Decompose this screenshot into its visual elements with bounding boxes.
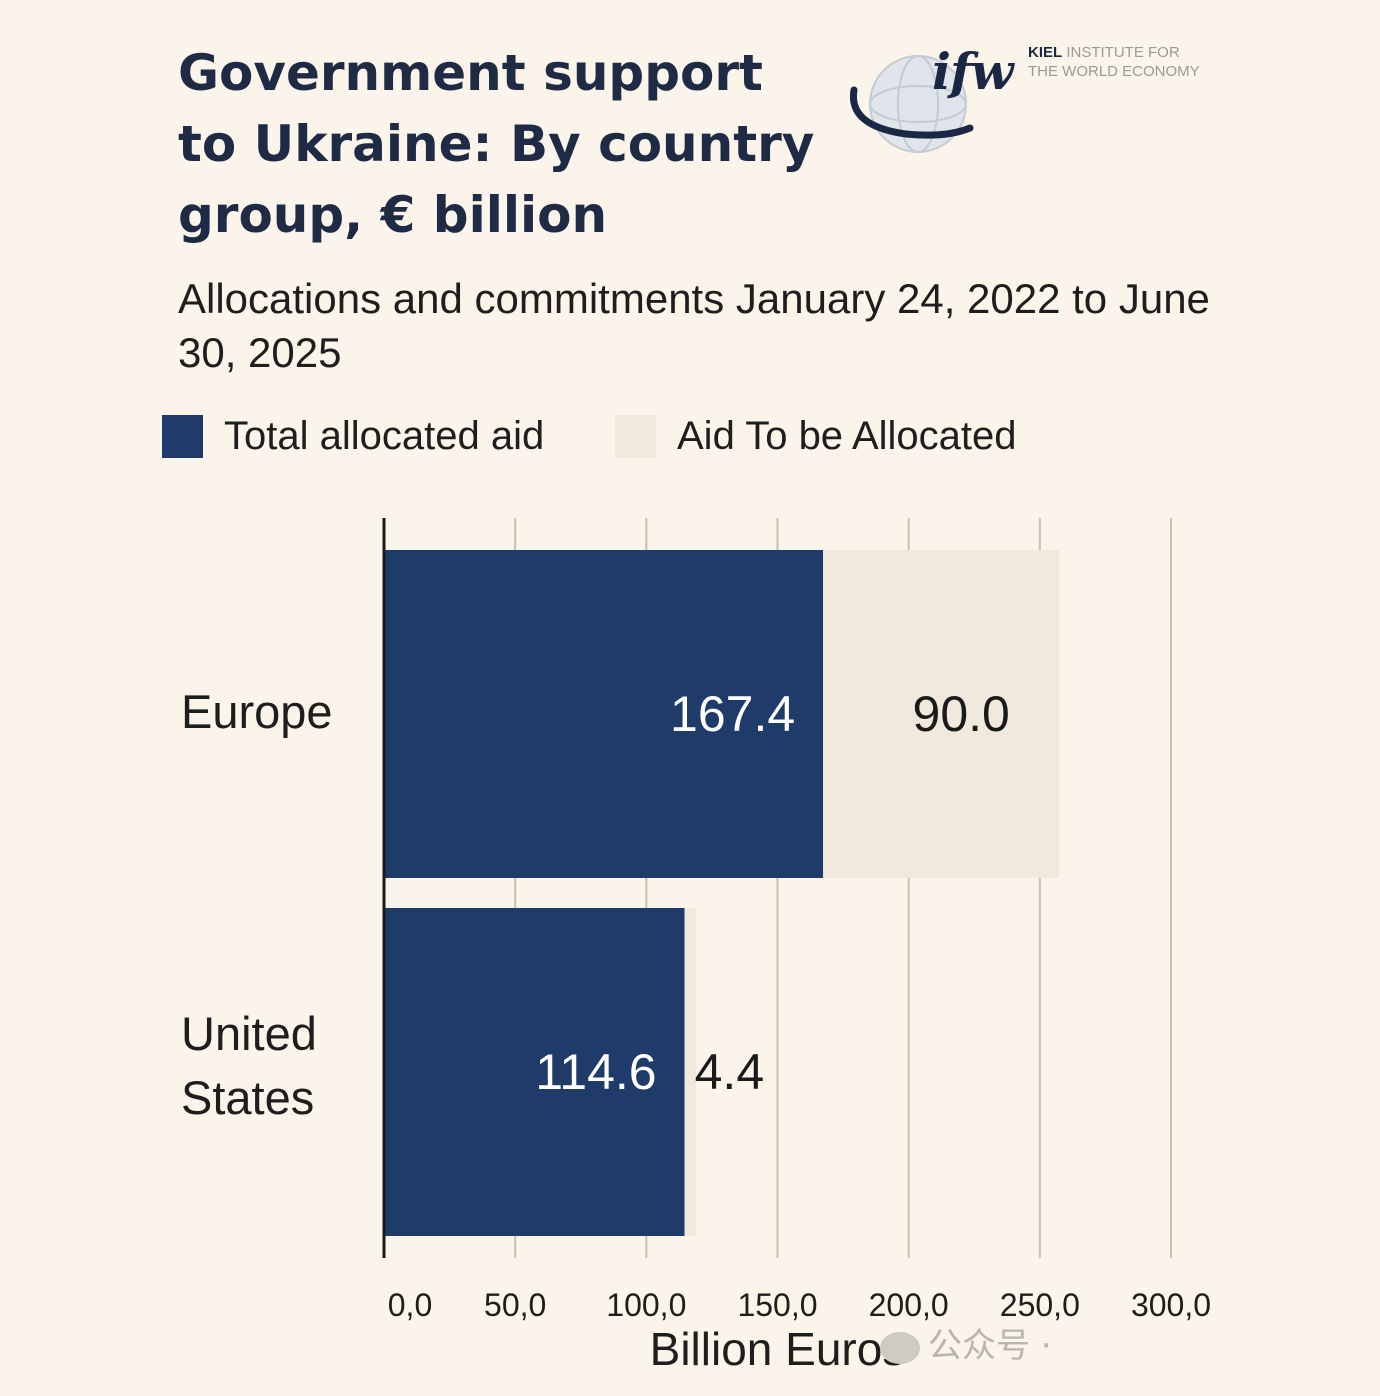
legend-swatch-allocated <box>162 415 203 458</box>
data-label: 90.0 <box>913 686 1010 742</box>
category-label-europe: Europe <box>181 685 333 738</box>
logo-text-line1: KIEL INSTITUTE FOR <box>1028 44 1180 61</box>
bar-segment <box>823 550 1060 878</box>
x-tick-label: 250,0 <box>1000 1287 1080 1323</box>
kiel-institute-logo: ifw KIEL INSTITUTE FOR THE WORLD ECONOMY <box>846 30 1216 160</box>
globe-icon <box>849 55 974 153</box>
x-tick-label: 50,0 <box>484 1287 546 1323</box>
x-tick-label: 150,0 <box>737 1287 817 1323</box>
data-label: 167.4 <box>670 686 795 742</box>
chart-subtitle: Allocations and commitments January 24, … <box>178 275 1210 376</box>
x-tick-label: 100,0 <box>606 1287 686 1323</box>
wechat-icon <box>880 1331 920 1364</box>
logo-text-rest: INSTITUTE FOR <box>1066 44 1180 61</box>
logo-text-bold: KIEL <box>1028 44 1063 61</box>
bar-segment <box>384 908 685 1236</box>
watermark-text: 公众号 · <box>928 1326 1052 1366</box>
bar-segment <box>384 550 824 878</box>
x-tick-label: 0,0 <box>388 1287 432 1323</box>
legend-label-allocated: Total allocated aid <box>224 414 545 458</box>
legend-label-to-be-allocated: Aid To be Allocated <box>677 414 1017 458</box>
watermark: 公众号 · <box>880 1318 1052 1367</box>
legend-swatch-to-be-allocated <box>615 415 656 458</box>
data-label: 4.4 <box>695 1044 765 1100</box>
x-tick-label: 300,0 <box>1131 1287 1211 1323</box>
logo-text-line2: THE WORLD ECONOMY <box>1028 63 1200 80</box>
data-label: 114.6 <box>535 1044 656 1100</box>
chart-title: Government support to Ukraine: By countr… <box>178 44 815 244</box>
logo-mark: ifw <box>932 42 1014 101</box>
bar-segment <box>684 908 697 1236</box>
category-label-united-states: United States <box>181 1007 317 1124</box>
x-axis-title: Billion Euros <box>650 1323 906 1375</box>
x-tick-label: 200,0 <box>869 1287 949 1323</box>
